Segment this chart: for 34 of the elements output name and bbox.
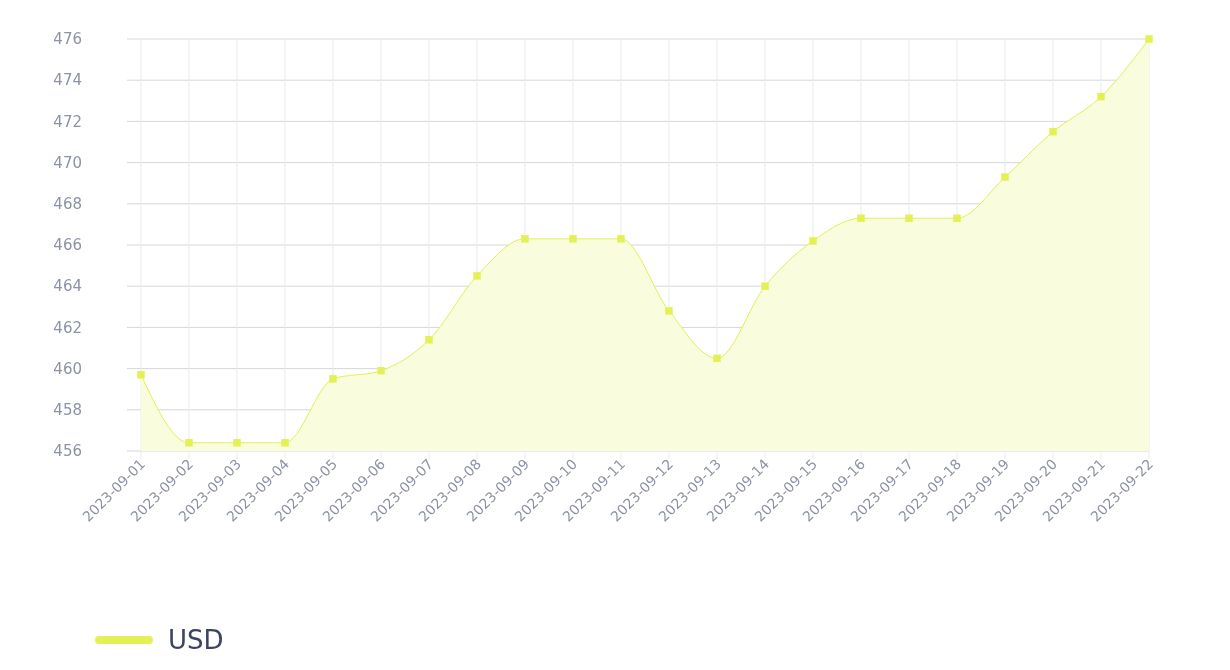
point: [857, 214, 865, 222]
y-tick-label: 466: [53, 236, 82, 255]
point: [617, 235, 625, 243]
y-tick-label: 470: [53, 153, 82, 172]
point: [1049, 127, 1057, 136]
y-tick-label: 464: [53, 277, 82, 296]
point: [1145, 35, 1153, 43]
legend-label: USD: [168, 625, 224, 656]
y-tick-label: 476: [53, 30, 82, 49]
point: [233, 439, 241, 447]
point: [377, 366, 385, 375]
y-tick-label: 460: [53, 359, 82, 378]
point: [521, 235, 529, 243]
point: [1001, 173, 1009, 181]
point: [473, 272, 481, 280]
y-tick-label: 468: [53, 195, 82, 214]
point: [953, 214, 961, 222]
point: [809, 237, 817, 245]
point: [425, 336, 433, 344]
y-tick-label: 462: [53, 318, 82, 337]
point: [569, 235, 577, 243]
point: [713, 354, 721, 363]
y-tick-label: 474: [53, 71, 82, 90]
point: [665, 307, 673, 315]
point: [281, 439, 289, 447]
point: [137, 371, 145, 379]
y-tick-label: 456: [53, 442, 82, 461]
y-tick-label: 472: [53, 112, 82, 131]
point: [329, 375, 337, 383]
point: [905, 214, 913, 222]
point: [1097, 92, 1105, 101]
point: [185, 439, 193, 447]
point: [761, 282, 769, 290]
y-tick-label: 458: [53, 401, 82, 420]
